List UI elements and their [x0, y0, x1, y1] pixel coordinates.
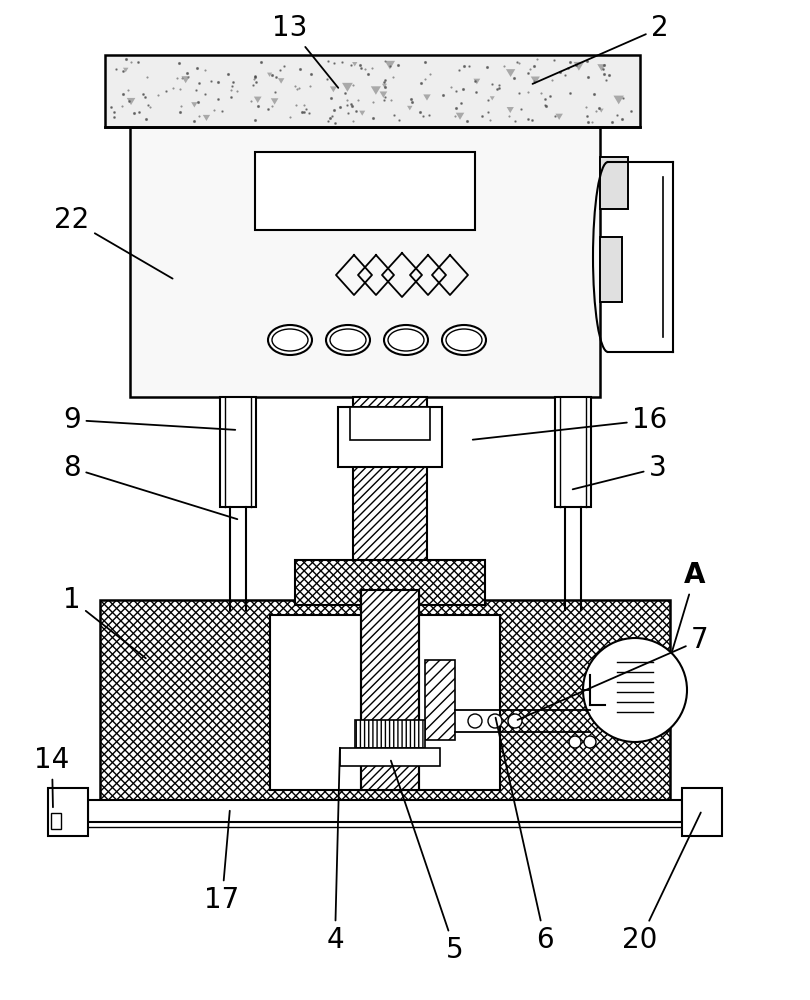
Ellipse shape [384, 325, 428, 355]
Polygon shape [278, 78, 284, 84]
Polygon shape [506, 107, 514, 113]
Circle shape [583, 638, 687, 742]
Bar [353, 397, 427, 590]
Polygon shape [254, 97, 262, 103]
Polygon shape [271, 98, 279, 105]
Text: 6: 6 [496, 718, 554, 954]
Bar [682, 788, 722, 836]
Text: A: A [672, 561, 706, 651]
Text: 13: 13 [272, 14, 339, 88]
Polygon shape [531, 77, 540, 84]
Polygon shape [267, 73, 272, 77]
Polygon shape [330, 86, 337, 92]
Polygon shape [202, 115, 210, 121]
Bar [48, 788, 88, 836]
Polygon shape [474, 79, 480, 84]
Text: 14: 14 [34, 746, 70, 807]
Polygon shape [352, 62, 357, 66]
Bar [51, 813, 61, 829]
Text: 9: 9 [63, 406, 235, 434]
Circle shape [488, 714, 502, 728]
Bar [130, 127, 600, 397]
Text: 7: 7 [518, 626, 709, 720]
Polygon shape [490, 96, 495, 100]
Text: 5: 5 [391, 761, 464, 964]
Text: 2: 2 [532, 14, 669, 84]
Bar [600, 157, 628, 209]
Ellipse shape [446, 329, 482, 351]
Bar [255, 152, 475, 230]
Polygon shape [382, 84, 387, 88]
Polygon shape [599, 109, 603, 113]
Bar [220, 397, 256, 507]
Bar [425, 660, 455, 740]
Bar [338, 407, 442, 467]
Polygon shape [126, 98, 135, 105]
Ellipse shape [442, 325, 486, 355]
Bar [350, 407, 430, 440]
Text: 4: 4 [326, 748, 343, 954]
Bar [361, 590, 419, 790]
Bar [295, 560, 485, 605]
Bar [100, 600, 670, 800]
Ellipse shape [330, 329, 366, 351]
Polygon shape [385, 61, 395, 69]
Circle shape [569, 736, 581, 748]
Text: 16: 16 [473, 406, 667, 440]
Bar [353, 397, 427, 590]
Text: 3: 3 [573, 454, 667, 489]
Polygon shape [191, 102, 198, 107]
Circle shape [468, 714, 482, 728]
Bar [340, 748, 440, 766]
Bar [361, 590, 419, 790]
Polygon shape [380, 91, 387, 98]
Bar [100, 600, 670, 800]
Polygon shape [407, 106, 412, 110]
Text: 17: 17 [204, 811, 240, 914]
Bar [88, 800, 682, 822]
Bar [600, 237, 622, 302]
Polygon shape [371, 86, 381, 95]
Bar [105, 55, 640, 127]
Circle shape [508, 714, 522, 728]
Bar [295, 560, 485, 605]
Polygon shape [424, 94, 431, 101]
Polygon shape [597, 64, 606, 71]
Ellipse shape [326, 325, 370, 355]
Text: 1: 1 [63, 586, 146, 658]
Polygon shape [123, 68, 129, 72]
Ellipse shape [268, 325, 312, 355]
Polygon shape [556, 114, 563, 120]
Bar [295, 560, 485, 605]
Ellipse shape [272, 329, 308, 351]
Bar [425, 660, 455, 740]
Polygon shape [359, 111, 365, 116]
Polygon shape [613, 96, 624, 104]
Text: 8: 8 [63, 454, 237, 519]
Bar [100, 600, 670, 800]
Bar [355, 720, 425, 748]
Polygon shape [342, 83, 353, 92]
Polygon shape [456, 113, 464, 120]
Text: 20: 20 [622, 813, 701, 954]
Bar [270, 615, 500, 790]
Polygon shape [506, 69, 515, 77]
Bar [555, 397, 591, 507]
Ellipse shape [388, 329, 424, 351]
Polygon shape [181, 76, 190, 83]
Text: 22: 22 [54, 206, 173, 279]
Polygon shape [573, 62, 584, 71]
Bar [355, 720, 425, 748]
Circle shape [584, 736, 596, 748]
